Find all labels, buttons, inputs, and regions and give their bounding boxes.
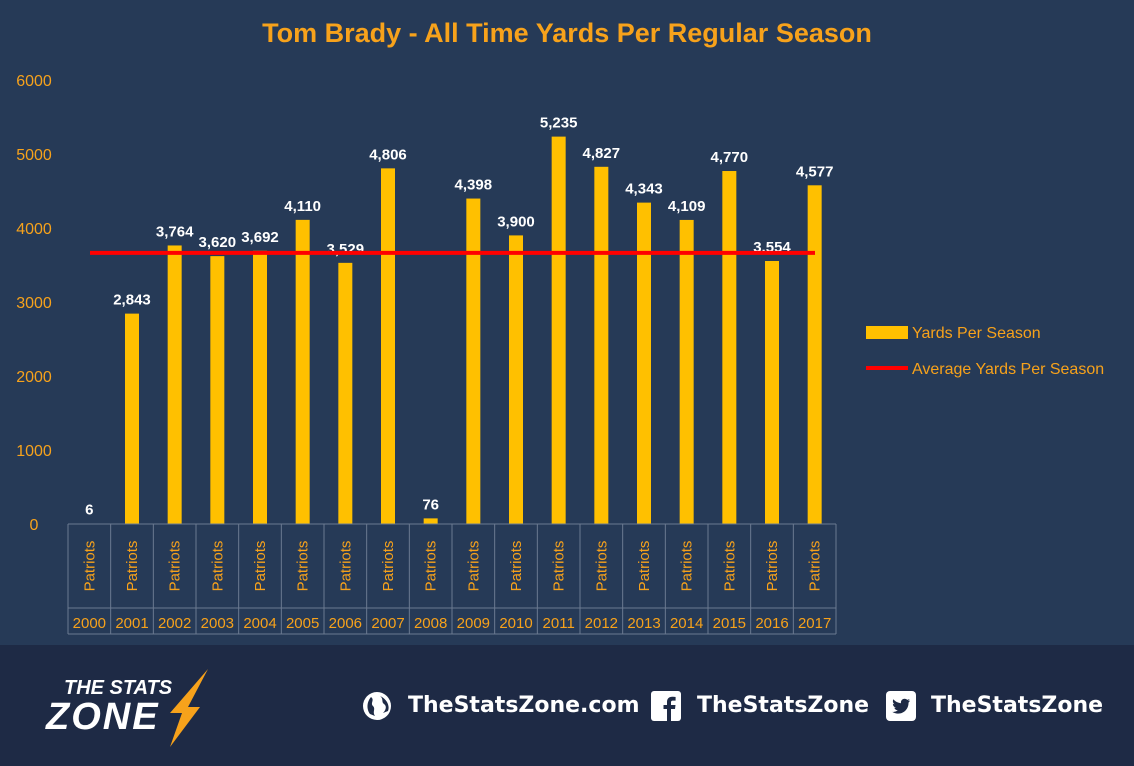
- team-label: Patriots: [593, 541, 610, 592]
- bar: [253, 250, 267, 525]
- bar: [381, 168, 395, 524]
- data-label: 6: [85, 502, 93, 519]
- team-label: Patriots: [551, 541, 568, 592]
- data-label: 4,577: [796, 163, 834, 180]
- x-tick-label: 2004: [243, 615, 276, 632]
- bar: [551, 136, 566, 525]
- legend-swatch-bars: [866, 326, 908, 339]
- logo-text-bottom: ZONE: [45, 696, 160, 738]
- data-label: 4,109: [668, 198, 706, 215]
- bar: [338, 262, 353, 524]
- x-tick-label: 2010: [499, 615, 532, 632]
- team-label: Patriots: [679, 541, 696, 592]
- y-tick-label: 0: [30, 517, 39, 534]
- bar: [679, 219, 694, 524]
- team-label: Patriots: [423, 541, 440, 592]
- x-tick-label: 2007: [371, 615, 404, 632]
- team-label: Patriots: [252, 541, 269, 592]
- bar: [722, 171, 737, 524]
- bar: [210, 256, 225, 524]
- team-label: Patriots: [295, 541, 312, 592]
- data-label: 4,110: [284, 198, 321, 215]
- y-tick-label: 5000: [16, 147, 52, 164]
- x-tick-label: 2005: [286, 615, 319, 632]
- team-label: Patriots: [380, 541, 397, 592]
- team-label: Patriots: [721, 541, 738, 592]
- x-tick-label: 2013: [627, 615, 660, 632]
- data-label: 4,827: [583, 145, 621, 162]
- twitter-handle[interactable]: TheStatsZone: [931, 693, 1104, 718]
- stats-zone-logo: THE STATS ZONE: [45, 669, 208, 747]
- y-tick-label: 2000: [16, 369, 52, 386]
- x-tick-label: 2009: [457, 615, 490, 632]
- data-label: 3,620: [199, 234, 237, 251]
- bar: [295, 219, 310, 525]
- data-label: 4,343: [625, 181, 663, 198]
- x-tick-label: 2002: [158, 615, 191, 632]
- team-label: Patriots: [209, 541, 226, 592]
- bar: [423, 518, 438, 524]
- data-label: 3,764: [156, 223, 194, 240]
- data-label: 5,235: [540, 115, 578, 132]
- x-tick-label: 2003: [201, 615, 234, 632]
- data-label: 4,398: [455, 177, 493, 194]
- x-tick-label: 2000: [73, 615, 106, 632]
- team-label: Patriots: [337, 541, 354, 592]
- x-tick-label: 2015: [713, 615, 746, 632]
- legend-label-average: Average Yards Per Season: [912, 361, 1104, 378]
- x-tick-label: 2006: [329, 615, 362, 632]
- x-tick-label: 2012: [585, 615, 618, 632]
- bar: [637, 202, 651, 525]
- x-tick-label: 2001: [115, 615, 148, 632]
- team-label: Patriots: [81, 541, 98, 592]
- y-tick-label: 6000: [16, 73, 52, 90]
- data-label: 3,529: [327, 241, 365, 258]
- globe-icon: [363, 692, 391, 720]
- bar: [466, 198, 481, 524]
- team-label: Patriots: [465, 541, 482, 592]
- facebook-handle[interactable]: TheStatsZone: [697, 693, 870, 718]
- data-label: 2,843: [113, 292, 151, 309]
- bar: [509, 235, 523, 524]
- legend-label-bars: Yards Per Season: [912, 325, 1041, 342]
- team-label: Patriots: [167, 541, 184, 592]
- data-label: 3,692: [241, 229, 279, 246]
- data-label: 4,806: [369, 146, 407, 163]
- website-link[interactable]: TheStatsZone.com: [408, 693, 640, 718]
- team-label: Patriots: [807, 541, 824, 592]
- bar: [765, 261, 779, 524]
- team-label: Patriots: [764, 541, 781, 592]
- team-label: Patriots: [636, 541, 653, 592]
- bar: [125, 313, 139, 524]
- facebook-icon: [651, 691, 681, 721]
- logo-text-top: THE STATS: [64, 677, 173, 699]
- x-tick-label: 2008: [414, 615, 447, 632]
- bar: [807, 185, 822, 524]
- footer: THE STATS ZONE TheStatsZone.com TheStats…: [0, 645, 1134, 766]
- chart-title: Tom Brady - All Time Yards Per Regular S…: [262, 18, 872, 48]
- data-label: 3,900: [497, 213, 535, 230]
- data-label: 76: [422, 496, 439, 513]
- logo-bolt-mark: [170, 669, 208, 747]
- x-tick-label: 2014: [670, 615, 703, 632]
- bar-chart: 0 1000 2000 3000 4000 5000 6000 6 2,843 3,764 3,62…: [16, 73, 1104, 635]
- bar: [167, 245, 182, 525]
- team-label: Patriots: [508, 541, 525, 592]
- y-tick-label: 4000: [16, 221, 52, 238]
- y-tick-label: 1000: [16, 443, 52, 460]
- bar: [594, 166, 609, 524]
- data-label: 4,770: [711, 149, 749, 166]
- team-label: Patriots: [124, 541, 141, 592]
- chart-panel: Tom Brady - All Time Yards Per Regular S…: [0, 0, 1134, 645]
- y-tick-label: 3000: [16, 295, 52, 312]
- twitter-icon: [886, 691, 916, 721]
- x-tick-label: 2016: [755, 615, 788, 632]
- x-tick-label: 2011: [543, 615, 575, 632]
- x-tick-label: 2017: [798, 615, 831, 632]
